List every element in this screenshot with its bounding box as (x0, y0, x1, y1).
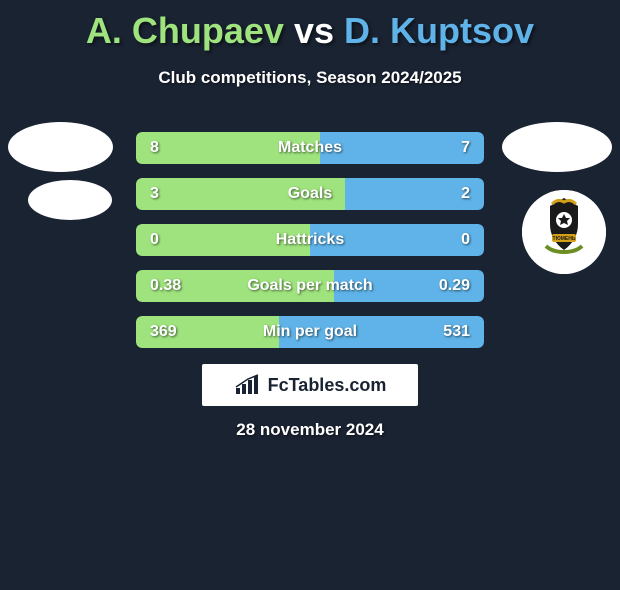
stat-value-right: 2 (414, 185, 484, 203)
stat-label: Hattricks (206, 231, 414, 249)
player2-name: D. Kuptsov (344, 10, 534, 51)
stat-label: Goals per match (206, 277, 414, 295)
player1-avatar (8, 122, 113, 172)
stat-label: Matches (206, 139, 414, 157)
stat-value-left: 8 (136, 139, 206, 157)
subtitle: Club competitions, Season 2024/2025 (0, 68, 620, 88)
vs-text: vs (294, 10, 334, 51)
stat-row: 3Goals2 (136, 178, 484, 210)
date-text: 28 november 2024 (0, 420, 620, 440)
stat-label: Min per goal (206, 323, 414, 341)
svg-text:ТЮМЕНЬ: ТЮМЕНЬ (553, 236, 576, 242)
stat-value-left: 3 (136, 185, 206, 203)
stat-value-right: 0 (414, 231, 484, 249)
stats-table: 8Matches7 3Goals2 0Hattricks0 0.38Goals per… (136, 132, 484, 362)
chart-icon (234, 374, 262, 396)
stat-value-left: 0.38 (136, 277, 206, 295)
stat-row: 369Min per goal531 (136, 316, 484, 348)
player2-club-badge: ТЮМЕНЬ (522, 190, 606, 274)
player1-club-badge (28, 180, 112, 220)
branding-badge: FcTables.com (202, 364, 418, 406)
stat-row: 8Matches7 (136, 132, 484, 164)
stat-value-right: 0.29 (414, 277, 484, 295)
stat-value-right: 531 (414, 323, 484, 341)
stat-value-left: 0 (136, 231, 206, 249)
branding-text: FcTables.com (268, 375, 387, 396)
comparison-title: A. Chupaev vs D. Kuptsov (0, 10, 620, 52)
player1-name: A. Chupaev (86, 10, 284, 51)
stat-value-right: 7 (414, 139, 484, 157)
club-crest-icon: ТЮМЕНЬ (522, 190, 606, 274)
stat-row: 0.38Goals per match0.29 (136, 270, 484, 302)
stat-value-left: 369 (136, 323, 206, 341)
player2-avatar (502, 122, 612, 172)
stat-label: Goals (206, 185, 414, 203)
stat-row: 0Hattricks0 (136, 224, 484, 256)
